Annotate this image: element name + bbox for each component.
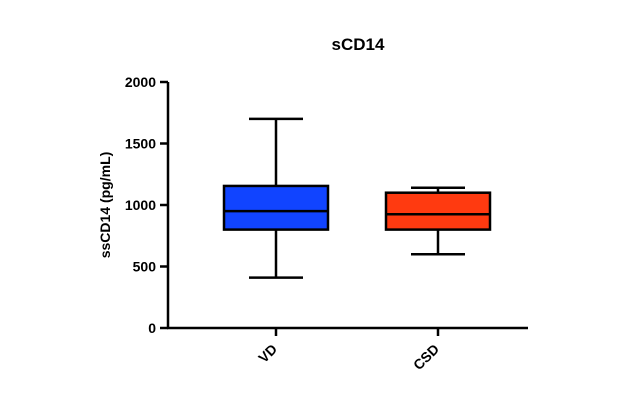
x-tick-label-vd: VD bbox=[255, 341, 280, 366]
iqr-box bbox=[222, 184, 330, 231]
x-ticks: VD CSD bbox=[255, 328, 442, 373]
iqr-box bbox=[384, 191, 492, 231]
y-ticks: 0 500 1000 1500 2000 bbox=[125, 74, 168, 336]
x-tick-label-csd: CSD bbox=[410, 341, 442, 373]
chart-title: sCD14 bbox=[332, 35, 385, 54]
box-csd bbox=[384, 186, 492, 256]
box-vd bbox=[222, 117, 330, 279]
y-axis-label: ssCD14 (pg/mL) bbox=[97, 152, 113, 259]
y-tick-label: 2000 bbox=[125, 74, 156, 90]
y-tick-label: 1500 bbox=[125, 136, 156, 152]
y-tick-label: 500 bbox=[133, 259, 157, 275]
y-tick-label: 0 bbox=[148, 320, 156, 336]
boxes bbox=[222, 117, 492, 279]
y-tick-label: 1000 bbox=[125, 197, 156, 213]
